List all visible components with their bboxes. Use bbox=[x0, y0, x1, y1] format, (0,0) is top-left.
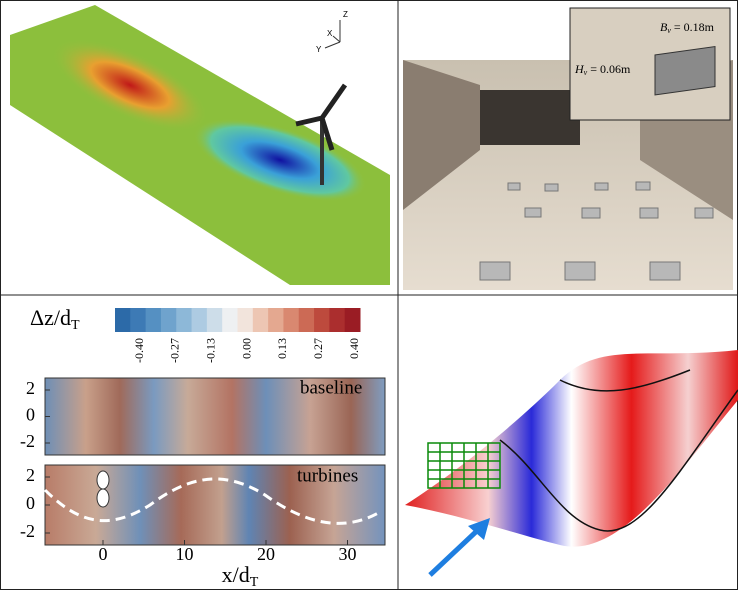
colorbar-cell bbox=[314, 308, 330, 332]
x-axis-label: x/dT bbox=[222, 562, 259, 590]
colorbar-cell bbox=[146, 308, 162, 332]
x-tick-label: 0 bbox=[99, 544, 108, 564]
strip-label: baseline bbox=[300, 377, 362, 398]
bed-panel: Δz/dT baseline turbines x/dT -0.40 -0.27 -… bbox=[20, 305, 385, 590]
colorbar-cell bbox=[283, 308, 299, 332]
colorbar-cell bbox=[207, 308, 223, 332]
y-tick-label: -2 bbox=[20, 431, 35, 451]
y-tick-label: 0 bbox=[26, 493, 35, 513]
figure: Z X Y Bv = 0.18m Hv = 0.06m Δz/dT baseli… bbox=[0, 0, 738, 590]
flume-end bbox=[480, 90, 580, 145]
axis-label: Y bbox=[316, 45, 322, 54]
axis-triad bbox=[325, 42, 340, 48]
colorbar-tick-label: -0.27 bbox=[168, 338, 182, 363]
colorbar-tick-label: -0.40 bbox=[132, 338, 146, 363]
colorbar-cell bbox=[268, 308, 284, 332]
colorbar-cell bbox=[161, 308, 177, 332]
vane-inset bbox=[655, 47, 715, 95]
x-tick-label: 30 bbox=[339, 544, 357, 564]
photo-panel: Bv = 0.18m Hv = 0.06m bbox=[403, 8, 733, 290]
y-tick-label: 2 bbox=[26, 378, 35, 398]
x-tick-label: 20 bbox=[257, 544, 275, 564]
flow-arrow bbox=[430, 528, 480, 575]
colorbar-tick-label: 0.13 bbox=[275, 338, 289, 359]
y-tick-label: 0 bbox=[26, 405, 35, 425]
axis-triad bbox=[333, 36, 340, 42]
x-tick-label: 10 bbox=[176, 544, 194, 564]
colorbar-label: Δz/dT bbox=[30, 305, 80, 333]
y-tick-label: 2 bbox=[26, 465, 35, 485]
y-tick-label: -2 bbox=[20, 521, 35, 541]
strip-label: turbines bbox=[297, 465, 358, 486]
colorbar-tick-label: 0.27 bbox=[311, 338, 325, 359]
colorbar-cell bbox=[299, 308, 315, 332]
surface-panel bbox=[405, 350, 738, 575]
axis-label: Z bbox=[343, 10, 348, 19]
turbine-marker bbox=[97, 489, 109, 507]
terrain-panel: Z X Y bbox=[10, 5, 390, 285]
colorbar-cell bbox=[238, 308, 254, 332]
colorbar-cell bbox=[253, 308, 269, 332]
colorbar-cell bbox=[345, 308, 361, 332]
colorbar-tick-label: 0.00 bbox=[239, 338, 253, 359]
colorbar-tick-label: 0.40 bbox=[347, 338, 361, 359]
colorbar-cell bbox=[130, 308, 146, 332]
surface bbox=[405, 350, 738, 547]
colorbar-cell bbox=[176, 308, 192, 332]
turbine-marker bbox=[97, 471, 109, 489]
colorbar-cell bbox=[115, 308, 131, 332]
colorbar-cell bbox=[222, 308, 238, 332]
colorbar-cell bbox=[192, 308, 208, 332]
colorbar-cell bbox=[329, 308, 345, 332]
colorbar-tick-label: -0.13 bbox=[203, 338, 217, 363]
inset-label: Hv = 0.06m bbox=[574, 62, 631, 77]
axis-label: X bbox=[327, 29, 333, 38]
